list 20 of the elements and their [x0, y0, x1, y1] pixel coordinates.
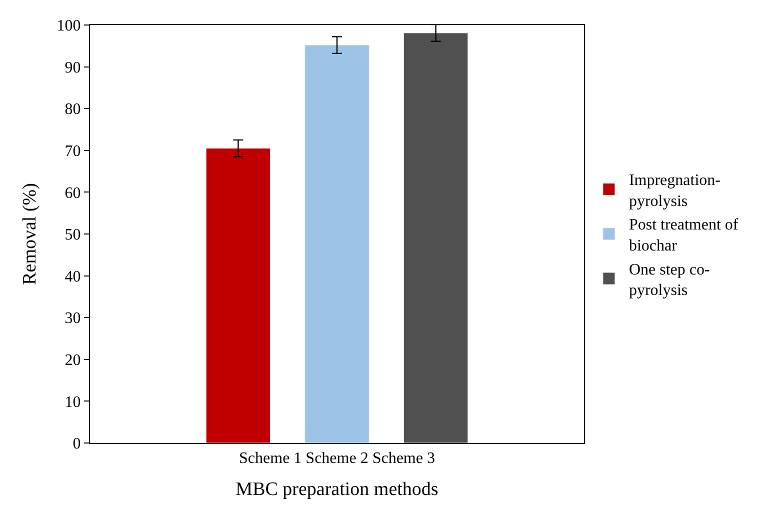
y-tick-label: 90: [64, 59, 81, 76]
y-tick-label: 60: [64, 184, 81, 202]
x-axis-title: MBC preparation methods: [236, 479, 438, 500]
legend-label: One step co-pyrolysis: [628, 261, 710, 300]
bar: [403, 32, 468, 443]
legend-label: Impregnation-pyrolysis: [628, 172, 720, 210]
y-tick-label: 50: [64, 226, 81, 244]
y-tick-label: 40: [64, 268, 81, 286]
bar: [304, 44, 370, 443]
y-tick-label: 70: [64, 143, 81, 160]
legend-label: Post treatment of biochar: [628, 216, 739, 255]
y-tick-label: 30: [64, 310, 81, 328]
bar: [206, 148, 271, 443]
y-tick-label: 20: [64, 352, 81, 369]
y-tick-label: 100: [56, 18, 81, 35]
x-tick-label: Scheme 1 Scheme 2 Scheme 3: [239, 450, 435, 468]
y-tick-label: 10: [64, 394, 81, 411]
y-axis-title: Removal (%): [20, 183, 41, 285]
y-tick-label: 0: [72, 436, 81, 453]
y-tick-label: 80: [64, 101, 81, 118]
